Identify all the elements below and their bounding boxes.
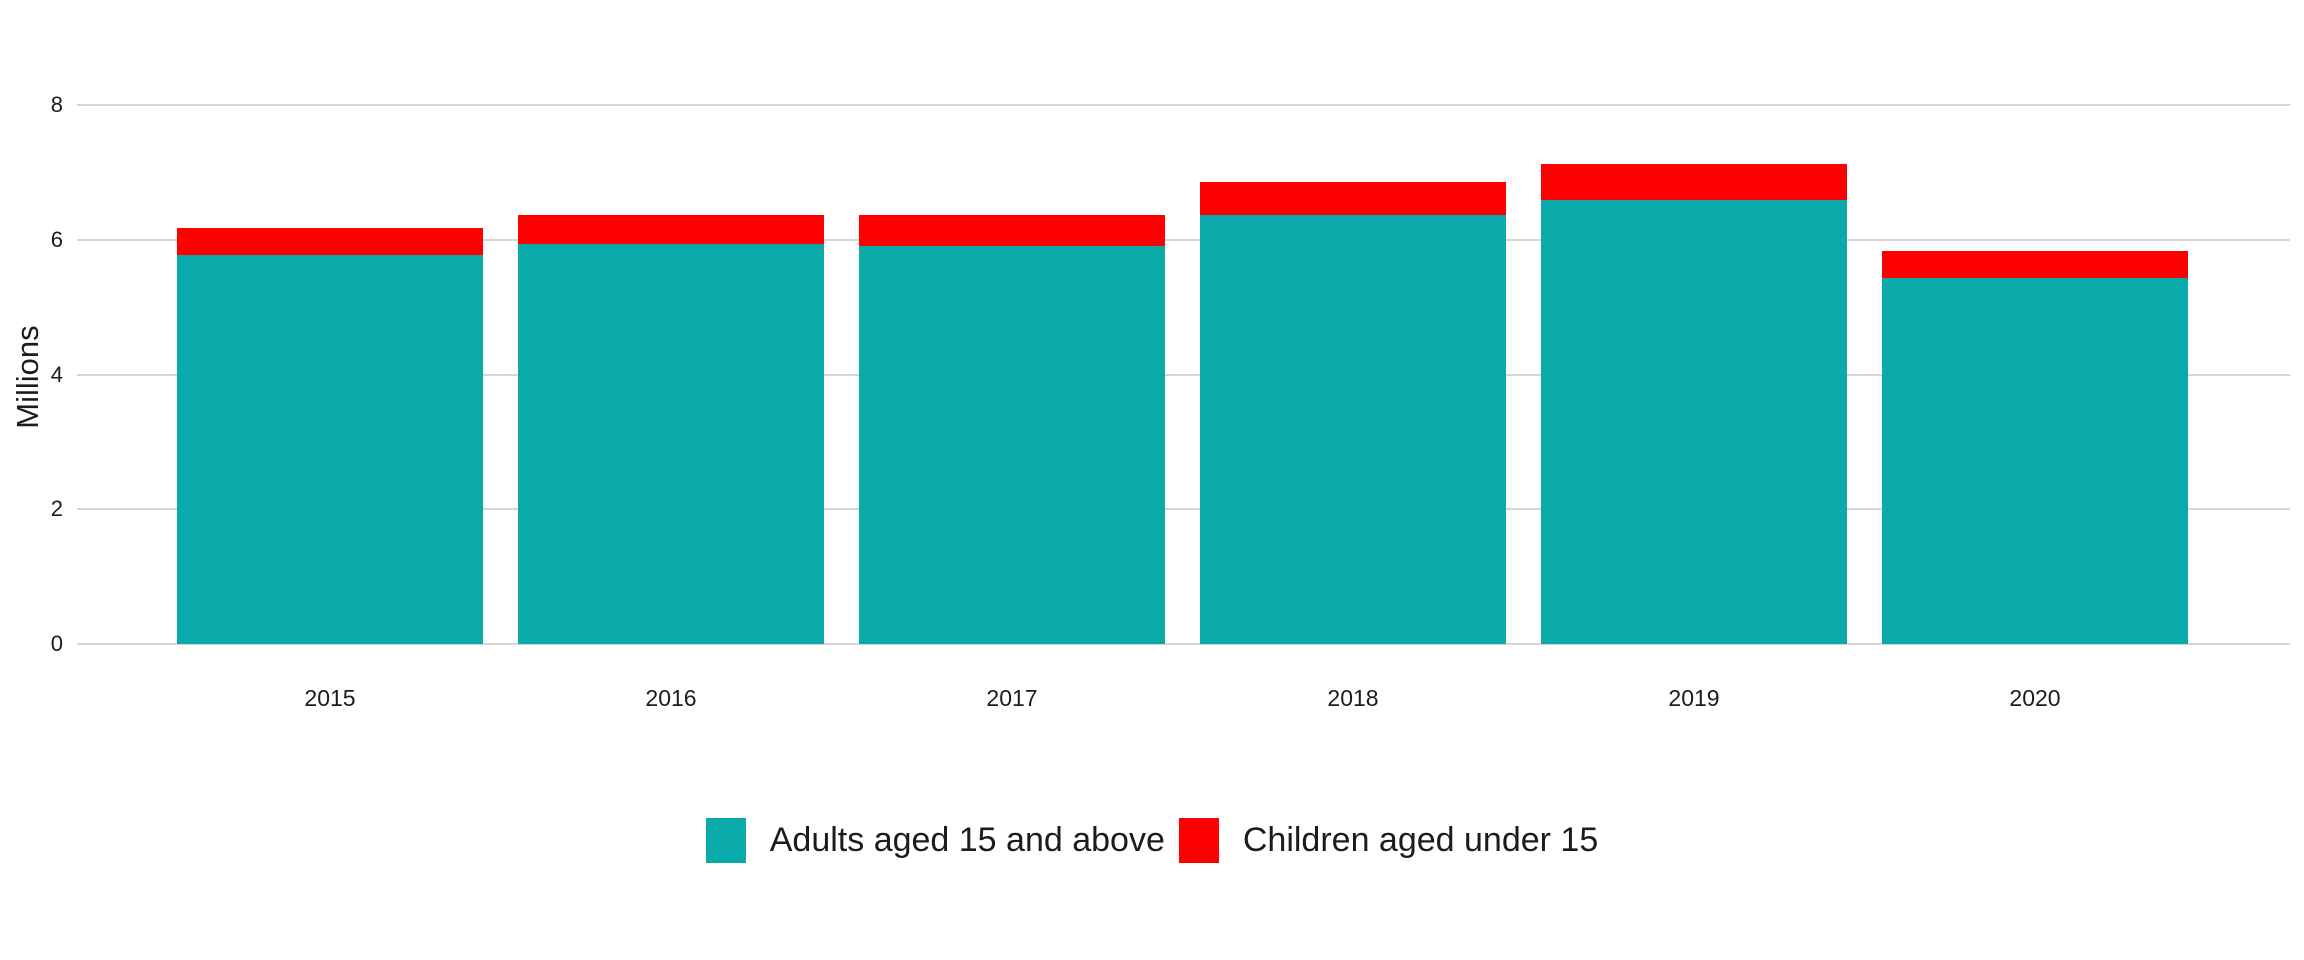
bar-2019-children-aged-under-15 [1541,164,1847,200]
legend-swatch-icon [1178,817,1219,863]
bar-2017-adults-aged-15-and-above [859,246,1165,644]
gridline-0 [77,643,2290,645]
x-tick-label-2015: 2015 [304,685,356,711]
x-tick-label-2019: 2019 [1668,685,1720,711]
y-tick-label-4: 4 [50,361,63,387]
gridline-2 [77,508,2290,511]
bar-2020-children-aged-under-15 [1882,251,2188,278]
bar-2019-adults-aged-15-and-above [1541,200,1847,644]
y-tick-label-2: 2 [50,496,63,522]
bar-2015-adults-aged-15-and-above [177,255,483,644]
gridline-8 [77,104,2290,106]
y-tick-label-0: 0 [50,631,63,656]
legend-label: Adults aged 15 and above [769,820,1165,859]
bar-2016-children-aged-under-15 [518,215,824,244]
bar-2016-adults-aged-15-and-above [518,244,824,644]
y-tick-label-6: 6 [50,226,63,252]
bar-2020-adults-aged-15-and-above [1882,278,2188,644]
legend-label: Children aged under 15 [1242,820,1599,859]
legend-item-adults-aged-15-and-above: Adults aged 15 and above [705,817,1165,863]
bar-2017-children-aged-under-15 [859,215,1165,246]
legend: Adults aged 15 and above Children aged un… [0,816,2304,864]
gridline-6 [77,238,2290,241]
x-tick-label-2017: 2017 [986,685,1038,711]
x-tick-label-2018: 2018 [1327,685,1379,711]
legend-item-children-aged-under-15: Children aged under 15 [1178,817,1599,863]
bar-2015-children-aged-under-15 [177,228,483,255]
x-tick-label-2016: 2016 [645,685,697,711]
x-tick-label-2020: 2020 [2009,685,2061,711]
y-axis-title: Millions [10,325,45,429]
gridline-4 [77,373,2290,376]
bar-2018-adults-aged-15-and-above [1200,215,1506,644]
bar-2018-children-aged-under-15 [1200,182,1506,215]
legend-swatch-icon [705,817,746,863]
y-tick-label-8: 8 [50,92,63,117]
